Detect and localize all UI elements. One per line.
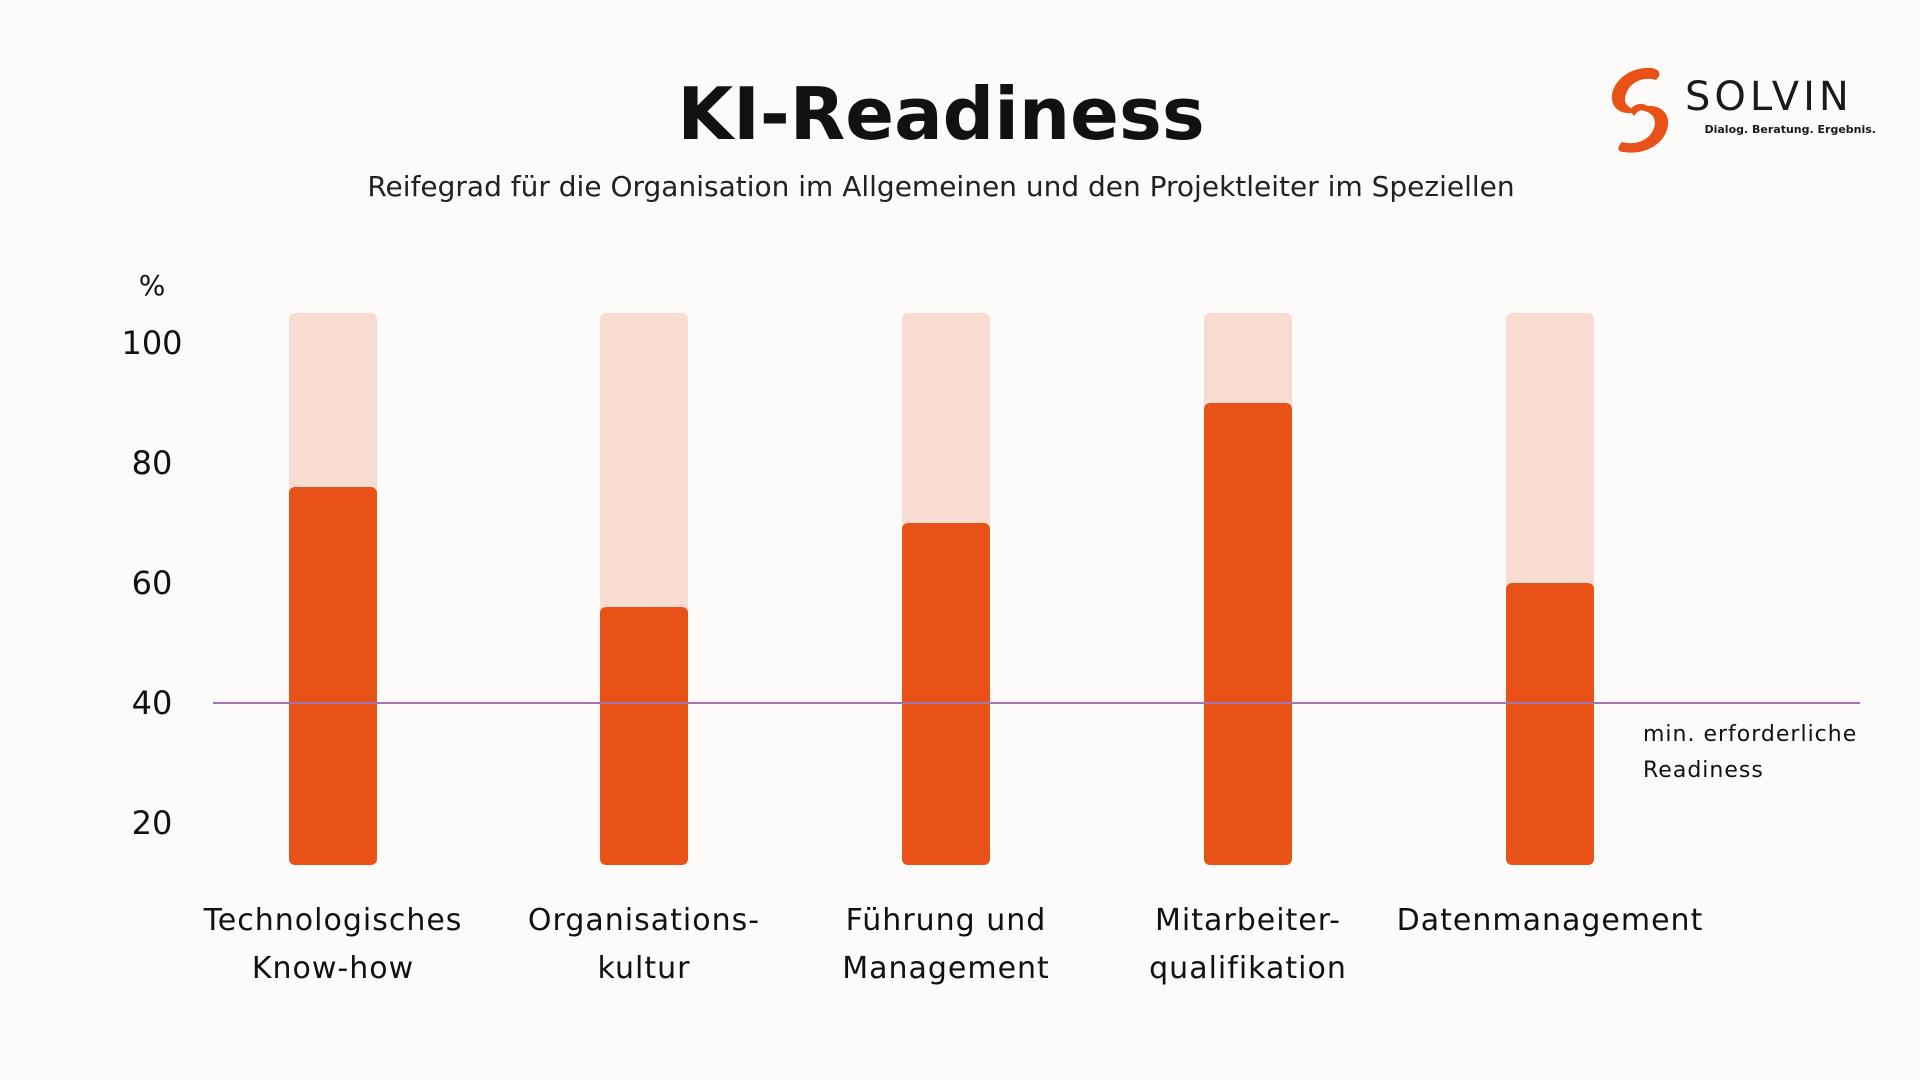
- x-category-label: Führung und: [846, 903, 1047, 938]
- reference-line-label: min. erforderliche Readiness: [1643, 722, 1857, 783]
- x-category-label: qualifikation: [1149, 951, 1347, 986]
- bar-1: [600, 607, 688, 865]
- bar-2: [902, 523, 990, 865]
- x-category-label: Technologisches: [203, 903, 463, 938]
- x-category-label: kultur: [598, 951, 691, 986]
- y-tick-label: 60: [132, 564, 173, 602]
- x-axis: Technologisches Know-how Organisations-kul…: [203, 903, 1704, 986]
- y-tick-label: 100: [121, 324, 182, 362]
- bar-3: [1204, 403, 1292, 865]
- x-category-label: Mitarbeiter-: [1155, 903, 1341, 938]
- y-tick-label: 40: [132, 684, 173, 722]
- bar-4: [1506, 583, 1594, 865]
- solvin-swirl-icon: [1611, 67, 1669, 153]
- x-category-label: Management: [842, 951, 1050, 986]
- chart-subtitle: Reifegrad für die Organisation im Allgem…: [367, 170, 1515, 203]
- y-tick-label: 80: [132, 444, 173, 482]
- solvin-logo: SOLVIN Dialog. Beratung. Ergebnis.: [1600, 60, 1880, 160]
- x-category-label: Know-how: [252, 951, 414, 986]
- y-axis-unit-label: %: [139, 269, 166, 302]
- logo-tagline: Dialog. Beratung. Ergebnis.: [1704, 123, 1876, 136]
- x-category-label: Organisations-: [528, 903, 760, 938]
- bar-0: [289, 487, 377, 865]
- y-axis: 20 40 60 80 100: [121, 324, 182, 842]
- logo-brand-text: SOLVIN: [1685, 74, 1853, 120]
- y-tick-label: 20: [132, 804, 173, 842]
- x-category-label: Datenmanagement: [1397, 903, 1704, 938]
- bars: [289, 403, 1594, 865]
- reference-line-label-text: min. erforderliche: [1643, 722, 1857, 747]
- chart-title: KI-Readiness: [677, 72, 1205, 156]
- reference-line-label-text: Readiness: [1643, 758, 1764, 783]
